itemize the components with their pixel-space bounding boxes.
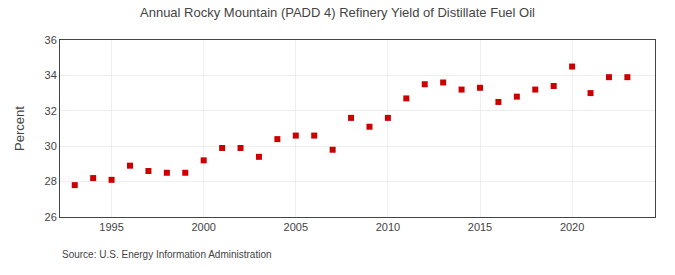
svg-text:26: 26 — [45, 211, 57, 223]
svg-text:2020: 2020 — [560, 221, 584, 233]
svg-text:2015: 2015 — [468, 221, 492, 233]
svg-text:Percent: Percent — [12, 106, 27, 151]
svg-text:2005: 2005 — [284, 221, 308, 233]
svg-text:1995: 1995 — [99, 221, 123, 233]
svg-text:2010: 2010 — [376, 221, 400, 233]
svg-text:28: 28 — [45, 175, 57, 187]
svg-text:36: 36 — [45, 34, 57, 46]
svg-text:32: 32 — [45, 105, 57, 117]
svg-text:30: 30 — [45, 140, 57, 152]
svg-text:Source: U.S. Energy Informatio: Source: U.S. Energy Information Administ… — [62, 249, 272, 260]
svg-text:34: 34 — [45, 69, 57, 81]
svg-text:2000: 2000 — [191, 221, 215, 233]
svg-text:Annual Rocky Mountain (PADD 4): Annual Rocky Mountain (PADD 4) Refinery … — [140, 5, 535, 20]
